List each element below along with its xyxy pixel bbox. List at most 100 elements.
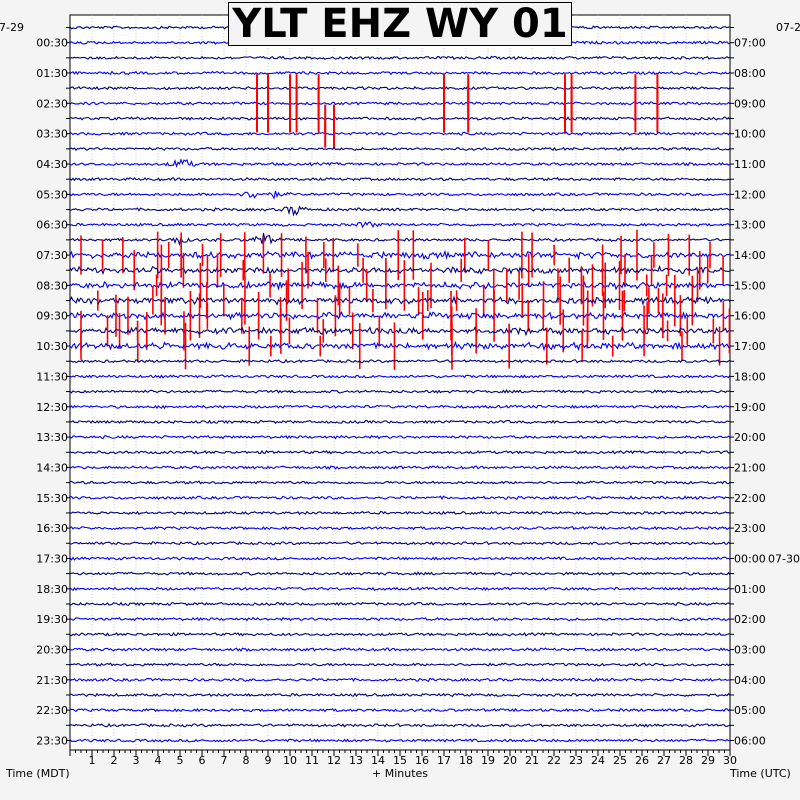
date-left-label: 07-29 (0, 21, 24, 34)
x-tick-label: 17 (437, 754, 451, 767)
trace-28 (69, 434, 731, 440)
trace-4 (69, 70, 731, 76)
right-time-label: 19:00 (734, 401, 766, 414)
right-time-label: 05:00 (734, 704, 766, 717)
right-time-label: 14:00 (734, 249, 766, 262)
left-time-label: 06:30 (36, 219, 68, 232)
trace-3 (69, 55, 731, 61)
trace-34 (69, 525, 731, 531)
date-right-mid-label: 07-30 (768, 552, 800, 565)
trace-6 (69, 101, 731, 106)
trace-47 (69, 722, 731, 728)
trace-30 (69, 465, 731, 470)
x-tick-label: 7 (221, 754, 228, 767)
x-tick-label: 18 (459, 754, 473, 767)
x-tick-label: 23 (569, 754, 583, 767)
right-time-label: 03:00 (734, 643, 766, 656)
axis-labels: 00:30 01:30 02:30 03:30 04:30 05:30 06:30 07:30… (36, 37, 800, 767)
x-tick-label: 10 (283, 754, 297, 767)
left-time-label: 12:30 (36, 401, 68, 414)
x-tick-label: 26 (635, 754, 649, 767)
left-time-label: 04:30 (36, 158, 68, 171)
x-axis-title: + Minutes (372, 767, 428, 780)
left-time-label: 00:30 (36, 37, 68, 50)
x-tick-label: 19 (481, 754, 495, 767)
left-time-label: 17:30 (36, 552, 68, 565)
left-time-label: 07:30 (36, 249, 68, 262)
right-time-label: 13:00 (734, 219, 766, 232)
right-time-label: 10:00 (734, 128, 766, 141)
trace-46 (69, 707, 731, 713)
trace-29 (69, 450, 731, 455)
x-tick-label: 29 (701, 754, 715, 767)
trace-21 (69, 326, 731, 337)
left-time-label: 09:30 (36, 310, 68, 323)
left-time-label: 08:30 (36, 279, 68, 292)
x-tick-label: 16 (415, 754, 429, 767)
left-time-label: 15:30 (36, 492, 68, 505)
date-right-top-label: 07-2 (776, 21, 800, 34)
x-tick-label: 4 (155, 754, 162, 767)
trace-41 (69, 631, 731, 637)
right-time-label: 07:00 (734, 37, 766, 50)
left-time-label: 23:30 (36, 734, 68, 747)
trace-16 (69, 249, 731, 261)
x-tick-label: 21 (525, 754, 539, 767)
right-time-label: 04:00 (734, 674, 766, 687)
right-time-label: 15:00 (734, 279, 766, 292)
x-tick-label: 15 (393, 754, 407, 767)
trace-37 (69, 571, 731, 576)
left-time-label: 16:30 (36, 522, 68, 535)
trace-27 (69, 419, 731, 425)
x-tick-label: 12 (327, 754, 341, 767)
x-tick-label: 8 (243, 754, 250, 767)
left-time-label: 13:30 (36, 431, 68, 444)
trace-5 (69, 85, 731, 91)
trace-12 (69, 190, 731, 200)
right-time-label: 02:00 (734, 613, 766, 626)
x-tick-label: 30 (723, 754, 737, 767)
left-axis-title: Time (MDT) (5, 767, 70, 780)
left-time-label: 22:30 (36, 704, 68, 717)
trace-35 (69, 540, 731, 546)
right-time-label: 01:00 (734, 583, 766, 596)
right-time-label: 23:00 (734, 522, 766, 535)
trace-23 (70, 358, 731, 364)
trace-45 (69, 692, 731, 698)
right-axis-title: Time (UTC) (729, 767, 791, 780)
left-time-label: 01:30 (36, 67, 68, 80)
grid-lines (91, 15, 709, 750)
trace-24 (69, 374, 731, 379)
x-tick-label: 24 (591, 754, 605, 767)
x-tick-label: 22 (547, 754, 561, 767)
right-time-label: 06:00 (734, 734, 766, 747)
x-tick-label: 27 (657, 754, 671, 767)
trace-10 (69, 158, 731, 168)
chart-title: YLT EHZ WY 01 (228, 2, 572, 46)
trace-22 (69, 340, 731, 352)
x-tick-label: 6 (199, 754, 206, 767)
x-tick-label: 5 (177, 754, 184, 767)
right-time-label: 16:00 (734, 310, 766, 323)
x-tick-label: 3 (133, 754, 140, 767)
trace-7 (69, 116, 731, 121)
trace-48 (69, 738, 731, 743)
x-tick-label: 2 (111, 754, 118, 767)
trace-40 (69, 616, 731, 622)
right-time-label: 17:00 (734, 340, 766, 353)
right-time-label: 20:00 (734, 431, 766, 444)
trace-15 (69, 232, 731, 247)
trace-42 (69, 647, 731, 652)
left-time-label: 11:30 (36, 370, 68, 383)
left-time-label: 20:30 (36, 643, 68, 656)
trace-38 (69, 586, 731, 592)
seismogram-traces (69, 25, 731, 743)
right-time-label: 12:00 (734, 188, 766, 201)
left-time-label: 19:30 (36, 613, 68, 626)
right-time-label: 00:00 (734, 552, 766, 565)
x-tick-label: 20 (503, 754, 517, 767)
trace-44 (69, 677, 731, 683)
trace-25 (69, 389, 731, 394)
left-time-label: 18:30 (36, 583, 68, 596)
